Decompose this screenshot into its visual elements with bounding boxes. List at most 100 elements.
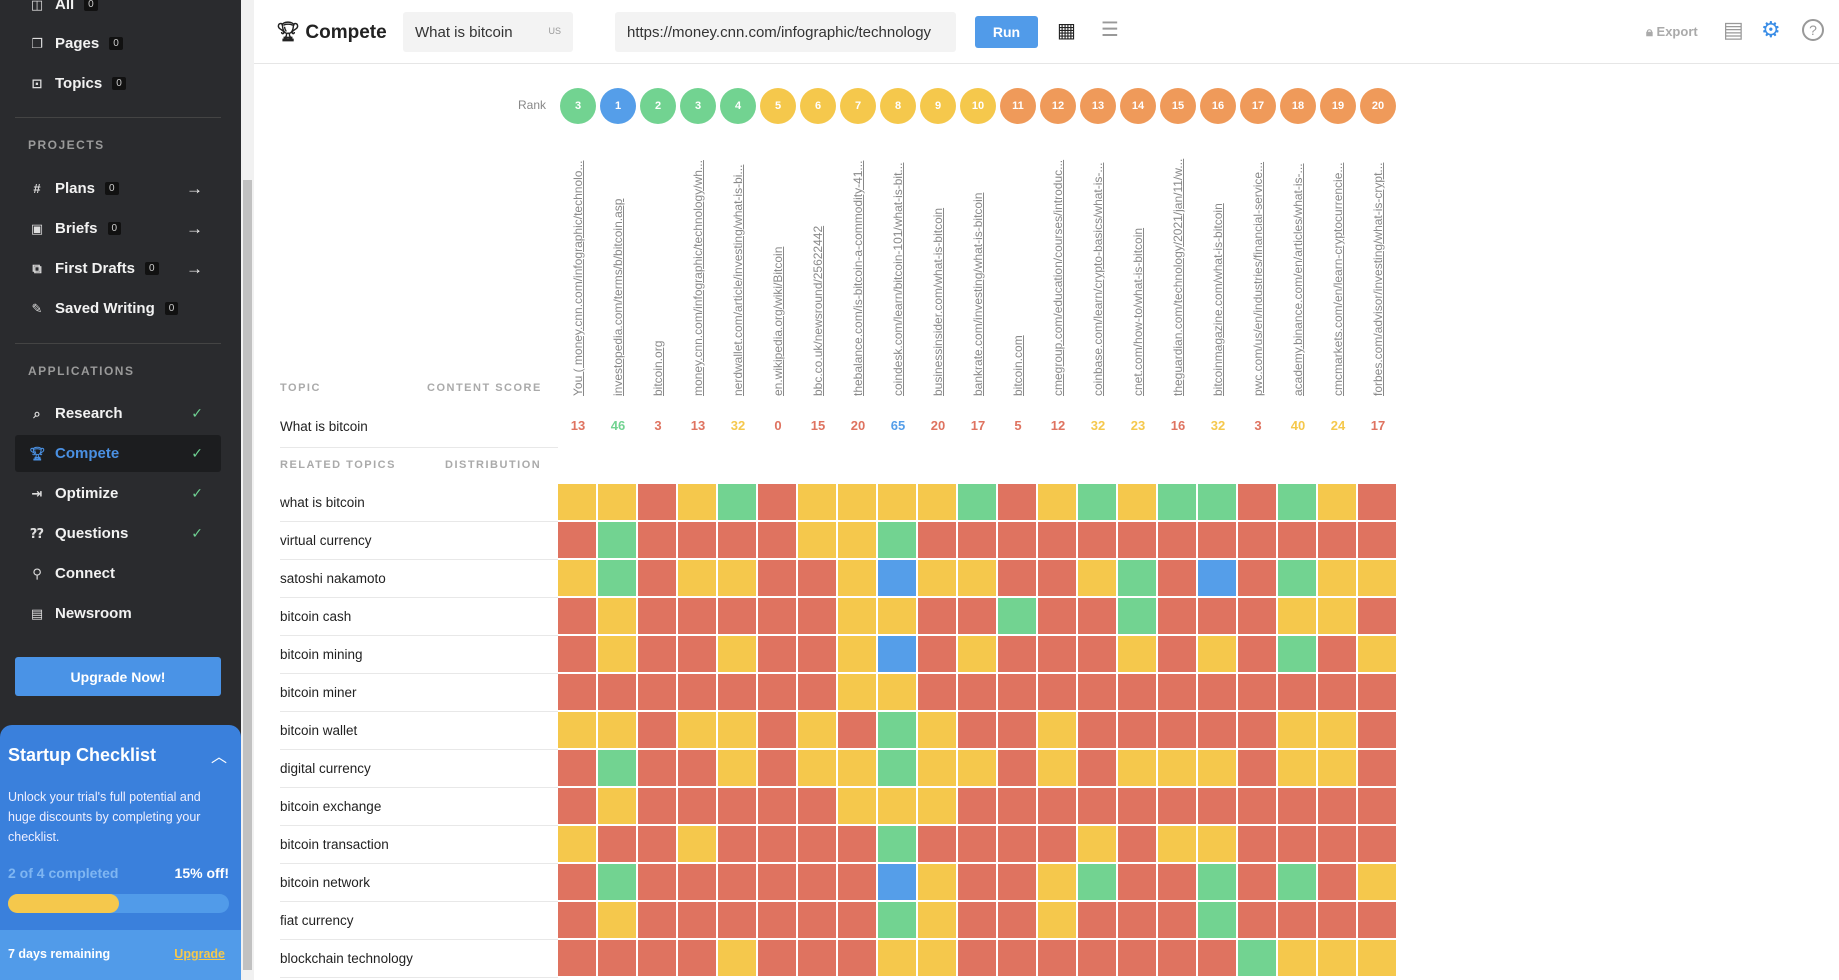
heatmap-cell[interactable]: [918, 560, 956, 596]
heatmap-cell[interactable]: [678, 560, 716, 596]
heatmap-cell[interactable]: [598, 598, 636, 634]
heatmap-cell[interactable]: [558, 788, 596, 824]
heatmap-cell[interactable]: [1158, 940, 1196, 976]
heatmap-cell[interactable]: [638, 636, 676, 672]
heatmap-cell[interactable]: [1118, 522, 1156, 558]
heatmap-cell[interactable]: [1358, 674, 1396, 710]
heatmap-cell[interactable]: [998, 902, 1036, 938]
export-button[interactable]: 🔒︎ Export: [1646, 24, 1698, 40]
heatmap-cell[interactable]: [798, 750, 836, 786]
heatmap-cell[interactable]: [1318, 826, 1356, 862]
heatmap-cell[interactable]: [758, 750, 796, 786]
heatmap-cell[interactable]: [1118, 826, 1156, 862]
heatmap-cell[interactable]: [958, 598, 996, 634]
grid-view-icon[interactable]: ▦: [1057, 20, 1076, 42]
competitor-url-link[interactable]: money.cnn.com/infographic/technology/wh.…: [691, 160, 705, 396]
heatmap-cell[interactable]: [678, 788, 716, 824]
heatmap-cell[interactable]: [1038, 788, 1076, 824]
heatmap-cell[interactable]: [1238, 522, 1276, 558]
heatmap-cell[interactable]: [718, 826, 756, 862]
heatmap-cell[interactable]: [798, 522, 836, 558]
heatmap-cell[interactable]: [998, 522, 1036, 558]
heatmap-cell[interactable]: [918, 636, 956, 672]
heatmap-cell[interactable]: [838, 826, 876, 862]
heatmap-cell[interactable]: [838, 636, 876, 672]
heatmap-cell[interactable]: [1038, 826, 1076, 862]
heatmap-cell[interactable]: [1118, 712, 1156, 748]
heatmap-cell[interactable]: [878, 522, 916, 558]
heatmap-cell[interactable]: [718, 560, 756, 596]
heatmap-cell[interactable]: [638, 560, 676, 596]
heatmap-cell[interactable]: [1118, 940, 1156, 976]
heatmap-cell[interactable]: [718, 712, 756, 748]
heatmap-cell[interactable]: [1118, 788, 1156, 824]
heatmap-cell[interactable]: [558, 864, 596, 900]
heatmap-cell[interactable]: [598, 826, 636, 862]
heatmap-cell[interactable]: [918, 940, 956, 976]
sidebar-item-all[interactable]: ◫ All 0: [15, 0, 221, 23]
heatmap-cell[interactable]: [1238, 940, 1276, 976]
heatmap-cell[interactable]: [758, 902, 796, 938]
heatmap-cell[interactable]: [798, 864, 836, 900]
sidebar-item-topics[interactable]: ⊡ Topics 0: [15, 65, 221, 102]
sidebar-item-briefs[interactable]: ▣ Briefs 0 →: [15, 210, 221, 247]
heatmap-cell[interactable]: [1158, 788, 1196, 824]
heatmap-cell[interactable]: [1358, 484, 1396, 520]
heatmap-cell[interactable]: [1198, 522, 1236, 558]
url-input[interactable]: https://money.cnn.com/infographic/techno…: [615, 12, 956, 52]
heatmap-cell[interactable]: [798, 636, 836, 672]
sidebar-item-pages[interactable]: ❐ Pages 0: [15, 25, 221, 62]
heatmap-cell[interactable]: [958, 560, 996, 596]
sidebar-item-newsroom[interactable]: ▤ Newsroom: [15, 595, 221, 632]
sidebar-item-optimize[interactable]: ⇥ Optimize ✓: [15, 475, 221, 512]
heatmap-cell[interactable]: [1158, 712, 1196, 748]
heatmap-cell[interactable]: [558, 750, 596, 786]
heatmap-cell[interactable]: [1238, 750, 1276, 786]
sidebar-item-saved-writing[interactable]: ✎ Saved Writing 0: [15, 290, 221, 327]
query-input[interactable]: What is bitcoin US: [403, 12, 573, 52]
sidebar-item-questions[interactable]: ⁇ Questions ✓: [15, 515, 221, 552]
sidebar-item-first-drafts[interactable]: ⧉ First Drafts 0 →: [15, 250, 221, 287]
heatmap-cell[interactable]: [1278, 826, 1316, 862]
heatmap-cell[interactable]: [638, 864, 676, 900]
heatmap-cell[interactable]: [1318, 750, 1356, 786]
heatmap-cell[interactable]: [838, 674, 876, 710]
heatmap-cell[interactable]: [1198, 788, 1236, 824]
competitor-url-link[interactable]: nerdwallet.com/article/investing/what-is…: [731, 164, 745, 396]
heatmap-cell[interactable]: [718, 750, 756, 786]
heatmap-cell[interactable]: [1238, 598, 1276, 634]
heatmap-cell[interactable]: [1358, 636, 1396, 672]
document-icon[interactable]: ▤: [1723, 17, 1744, 42]
heatmap-cell[interactable]: [918, 788, 956, 824]
heatmap-cell[interactable]: [1038, 902, 1076, 938]
heatmap-cell[interactable]: [918, 826, 956, 862]
heatmap-cell[interactable]: [1238, 712, 1276, 748]
heatmap-cell[interactable]: [758, 788, 796, 824]
sidebar-item-plans[interactable]: # Plans 0 →: [15, 170, 221, 207]
heatmap-cell[interactable]: [878, 864, 916, 900]
heatmap-cell[interactable]: [1318, 484, 1356, 520]
heatmap-cell[interactable]: [678, 674, 716, 710]
content-score-header[interactable]: CONTENT SCORE: [427, 382, 542, 394]
heatmap-cell[interactable]: [998, 864, 1036, 900]
heatmap-cell[interactable]: [718, 636, 756, 672]
heatmap-cell[interactable]: [558, 560, 596, 596]
competitor-url-link[interactable]: cnet.com/how-to/what-is-bitcoin: [1131, 227, 1145, 396]
heatmap-cell[interactable]: [1038, 560, 1076, 596]
heatmap-cell[interactable]: [1278, 788, 1316, 824]
heatmap-cell[interactable]: [918, 484, 956, 520]
heatmap-cell[interactable]: [758, 484, 796, 520]
sidebar-scrollbar[interactable]: [241, 0, 254, 980]
heatmap-cell[interactable]: [678, 826, 716, 862]
heatmap-cell[interactable]: [838, 788, 876, 824]
heatmap-cell[interactable]: [838, 560, 876, 596]
heatmap-cell[interactable]: [1318, 522, 1356, 558]
heatmap-cell[interactable]: [1038, 484, 1076, 520]
heatmap-cell[interactable]: [758, 826, 796, 862]
heatmap-cell[interactable]: [638, 598, 676, 634]
heatmap-cell[interactable]: [1198, 750, 1236, 786]
scrollbar-thumb[interactable]: [243, 180, 252, 970]
heatmap-cell[interactable]: [998, 826, 1036, 862]
heatmap-cell[interactable]: [598, 560, 636, 596]
heatmap-cell[interactable]: [678, 522, 716, 558]
